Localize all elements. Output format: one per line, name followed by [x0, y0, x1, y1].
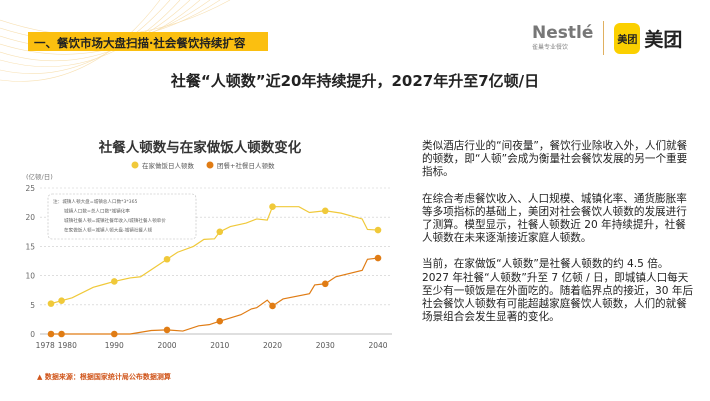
- y-tick-label: 15: [25, 242, 35, 251]
- x-tick-label: 1990: [105, 341, 124, 350]
- y-tick-label: 5: [30, 301, 35, 310]
- data-point: [216, 228, 224, 236]
- data-point: [47, 330, 55, 338]
- section-label: 一、餐饮市场大盘扫描·社会餐饮持续扩容: [28, 32, 268, 51]
- legend-marker: [206, 161, 214, 169]
- note-box: [47, 193, 197, 240]
- legend-label: 团餐+社餐日人顿数: [217, 161, 275, 170]
- data-point: [321, 280, 329, 288]
- logos: Nestlé 雀巢专业餐饮 美团 美团: [532, 18, 682, 58]
- data-point: [163, 326, 171, 334]
- logo-divider: [603, 21, 605, 55]
- chart-title: 社餐人顿数与在家做饭人顿数变化: [98, 140, 302, 156]
- x-tick-label: 2020: [263, 341, 282, 350]
- x-tick-label: 2030: [316, 341, 335, 350]
- meituan-badge: 美团: [614, 22, 641, 54]
- line-chart: 在家做饭日人顿数 团餐+社餐日人顿数 (亿顿/日) 0 5 10 15 20 25 1978 198…: [25, 161, 392, 350]
- x-tick-label: 2000: [157, 341, 176, 350]
- note-line: 注：城镇人顿大盘=城镇总人口数*3*365: [53, 198, 138, 205]
- data-point: [110, 278, 118, 285]
- nestle-logo: Nestlé 雀巢专业餐饮: [532, 23, 594, 52]
- data-point: [110, 330, 118, 338]
- y-tick-label: 25: [25, 184, 35, 193]
- data-point: [269, 302, 276, 310]
- body-text: 类似酒店行业的“间夜量”，餐饮行业除收入外，人们就餐的顿数，即“人顿”会成为衡量…: [422, 140, 694, 337]
- legend-label: 在家做饭日人顿数: [142, 161, 195, 170]
- data-point: [58, 330, 65, 338]
- legend-marker: [131, 161, 139, 169]
- x-tick-label: 2010: [210, 341, 229, 350]
- paragraph: 类似酒店行业的“间夜量”，餐饮行业除收入外，人们就餐的顿数，即“人顿”会成为衡量…: [422, 140, 688, 179]
- y-tick-label: 0: [30, 330, 35, 339]
- data-point: [374, 254, 382, 262]
- paragraph: 当前，在家做饭“人顿数”是社餐人顿数的约 4.5 倍。2027 年社餐“人顿数”…: [422, 258, 694, 324]
- y-tick-label: 10: [25, 272, 35, 281]
- y-tick-label: 20: [25, 213, 35, 222]
- note-line: 城镇社餐人顿=城镇社餐年收入/城镇社餐人顿单价: [64, 217, 166, 224]
- paragraph: 在综合考虑餐饮收入、人口规模、城镇化率、通货膨胀率等多项指标的基础上，美团对社会…: [422, 192, 687, 245]
- note-line: 在家做饭人顿=城镇人顿大盘-城镇社餐人顿: [64, 227, 153, 234]
- y-axis-label: (亿顿/日): [26, 172, 53, 181]
- data-point: [269, 203, 276, 210]
- x-tick-label: 1980: [58, 341, 77, 350]
- x-tick-label: 2040: [368, 341, 387, 350]
- note-line: 城镇人口数=总人口数*城镇化率: [64, 208, 130, 215]
- data-point: [216, 317, 224, 325]
- series-line: [51, 257, 379, 335]
- data-source: ▲ 数据来源：根据国家统计局公布数据测算: [37, 373, 171, 381]
- page-headline: 社餐“人顿数”近20年持续提升，2027年升至7亿顿/日: [170, 72, 540, 90]
- x-tick-label: 1978: [36, 341, 55, 350]
- meituan-wordmark: 美团: [644, 28, 683, 51]
- data-point: [374, 226, 382, 234]
- data-point: [321, 207, 329, 215]
- data-point: [163, 255, 171, 263]
- data-point: [47, 300, 55, 307]
- data-point: [58, 297, 65, 305]
